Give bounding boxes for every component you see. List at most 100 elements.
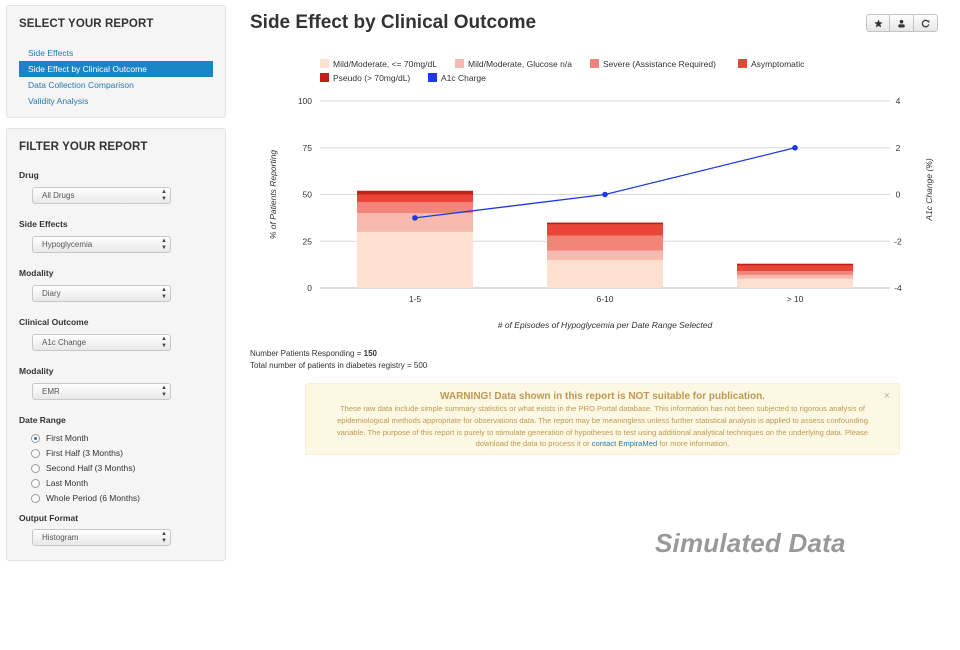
x-axis-title: # of Episodes of Hypoglycemia per Date R… bbox=[498, 320, 713, 330]
legend-label: Asymptomatic bbox=[751, 59, 805, 69]
side-effects-select[interactable]: Hypoglycemia ▲ ▼ bbox=[32, 236, 171, 253]
legend-swatch bbox=[428, 73, 437, 82]
user-icon[interactable] bbox=[890, 14, 914, 32]
a1c-point bbox=[602, 191, 608, 198]
radio-label: First Month bbox=[46, 433, 89, 443]
date-range-label: Date Range bbox=[19, 415, 66, 425]
legend-label: Pseudo (> 70mg/dL) bbox=[333, 73, 410, 83]
chart: Mild/Moderate, <= 70mg/dL Mild/Moderate, … bbox=[268, 59, 934, 330]
legend-swatch bbox=[320, 59, 329, 68]
side-effects-select-value: Hypoglycemia bbox=[42, 240, 93, 249]
a1c-point bbox=[792, 144, 798, 151]
select-arrows-icon: ▲ ▼ bbox=[161, 238, 167, 251]
nav-item-side-effect-by-clinical-outcome[interactable]: Side Effect by Clinical Outcome bbox=[19, 61, 213, 77]
bar-segment bbox=[737, 263, 853, 266]
toolbar bbox=[866, 14, 938, 32]
bar-segment bbox=[357, 194, 473, 202]
radio-first-half[interactable]: First Half (3 Months) bbox=[31, 448, 123, 458]
bar-segment bbox=[357, 231, 473, 288]
y-tick-label: 100 bbox=[298, 96, 312, 106]
radio-button[interactable] bbox=[31, 493, 40, 503]
select-arrows-icon: ▲ ▼ bbox=[161, 531, 167, 544]
y-tick-label: 50 bbox=[303, 190, 313, 200]
warning-alert: × WARNING! Data shown in this report is … bbox=[305, 383, 900, 455]
output-format-select-value: Histogram bbox=[42, 533, 79, 542]
patients-responding-label: Number Patients Responding = bbox=[250, 349, 364, 358]
radio-second-half[interactable]: Second Half (3 Months) bbox=[31, 463, 135, 473]
output-format-select[interactable]: Histogram ▲ ▼ bbox=[32, 529, 171, 546]
radio-label: Second Half (3 Months) bbox=[46, 463, 136, 473]
y-tick-label: 75 bbox=[303, 143, 313, 153]
y2-tick-label: -2 bbox=[894, 236, 902, 246]
x-tick-label: 6-10 bbox=[596, 294, 613, 304]
contact-link[interactable]: contact EmpiraMed bbox=[591, 439, 658, 449]
select-arrows-icon: ▲ ▼ bbox=[161, 336, 167, 349]
output-format-label: Output Format bbox=[19, 513, 79, 523]
warning-body-tail: for more information. bbox=[657, 439, 730, 449]
radio-last-month[interactable]: Last Month bbox=[31, 478, 88, 488]
radio-label: Whole Period (6 Months) bbox=[46, 493, 141, 503]
modality-label: Modality bbox=[19, 268, 54, 278]
modality2-select-value: EMR bbox=[42, 387, 60, 396]
legend-swatch bbox=[738, 59, 747, 68]
modality2-label: Modality bbox=[19, 366, 54, 376]
y2-axis-title: A1c Change (%) bbox=[924, 158, 934, 222]
bar-segment bbox=[357, 213, 473, 232]
drug-select-value: All Drugs bbox=[42, 191, 75, 200]
y-axis-title: % of Patients Reporting bbox=[268, 150, 278, 240]
y2-tick-label: 4 bbox=[896, 96, 901, 106]
radio-first-month[interactable]: First Month bbox=[31, 433, 89, 443]
star-icon[interactable] bbox=[866, 14, 890, 32]
select-arrows-icon: ▲ ▼ bbox=[161, 189, 167, 202]
modality-select[interactable]: Diary ▲ ▼ bbox=[32, 285, 171, 302]
legend-label: Mild/Moderate, <= 70mg/dL bbox=[333, 59, 437, 69]
nav-item-data-collection-comparison[interactable]: Data Collection Comparison bbox=[28, 80, 134, 90]
a1c-point bbox=[412, 215, 418, 221]
drug-label: Drug bbox=[19, 170, 39, 180]
modality-select-value: Diary bbox=[42, 289, 61, 298]
legend-label: A1c Charge bbox=[441, 73, 486, 83]
radio-button[interactable] bbox=[31, 448, 40, 458]
warning-body: These raw data include simple summary st… bbox=[328, 403, 877, 450]
y-tick-label: 25 bbox=[303, 236, 313, 246]
clinical-outcome-select-value: A1c Change bbox=[42, 338, 87, 347]
legend-label: Severe (Assistance Required) bbox=[603, 59, 716, 69]
warning-body-text: These raw data include simple summary st… bbox=[336, 404, 869, 449]
filter-panel: FILTER YOUR REPORT Drug All Drugs ▲ ▼ Sid… bbox=[6, 128, 226, 561]
bar-segment bbox=[547, 235, 663, 251]
legend-label: Mild/Moderate, Glucose n/a bbox=[468, 59, 572, 69]
radio-button[interactable] bbox=[31, 463, 40, 473]
x-tick-label: > 10 bbox=[787, 294, 804, 304]
bar-segment bbox=[357, 201, 473, 214]
nav-item-side-effects[interactable]: Side Effects bbox=[28, 48, 74, 58]
side-effects-label: Side Effects bbox=[19, 219, 68, 229]
legend-swatch bbox=[590, 59, 599, 68]
report-nav-list: Side Effects Side Effect by Clinical Out… bbox=[7, 45, 225, 109]
bar-segment bbox=[547, 259, 663, 288]
x-tick-label: 1-5 bbox=[409, 294, 422, 304]
drug-select[interactable]: All Drugs ▲ ▼ bbox=[32, 187, 171, 204]
bar-segment bbox=[737, 278, 853, 288]
clinical-outcome-select[interactable]: A1c Change ▲ ▼ bbox=[32, 334, 171, 351]
bar-segment bbox=[737, 271, 853, 275]
refresh-icon[interactable] bbox=[914, 14, 938, 32]
legend-swatch bbox=[455, 59, 464, 68]
radio-button[interactable] bbox=[31, 478, 40, 488]
bar-segment bbox=[737, 265, 853, 272]
patients-responding-count: 150 bbox=[363, 349, 377, 358]
modality2-select[interactable]: EMR ▲ ▼ bbox=[32, 383, 171, 400]
close-icon[interactable]: × bbox=[883, 390, 890, 402]
y-tick-label: 0 bbox=[307, 283, 312, 293]
filter-panel-heading: FILTER YOUR REPORT bbox=[19, 141, 148, 153]
bar-segment bbox=[737, 274, 853, 279]
registry-total-text: Total number of patients in diabetes reg… bbox=[250, 361, 428, 370]
bar-segment bbox=[547, 224, 663, 236]
radio-whole-period[interactable]: Whole Period (6 Months) bbox=[31, 493, 140, 503]
simulated-data-watermark: Simulated Data bbox=[655, 528, 846, 558]
nav-item-validity-analysis[interactable]: Validity Analysis bbox=[28, 96, 89, 106]
radio-label: Last Month bbox=[46, 478, 89, 488]
clinical-outcome-label: Clinical Outcome bbox=[19, 317, 89, 327]
radio-button-checked[interactable] bbox=[31, 433, 40, 443]
warning-title: WARNING! Data shown in this report is NO… bbox=[439, 391, 765, 402]
patients-responding-text: Number Patients Responding = 150 bbox=[250, 349, 377, 358]
